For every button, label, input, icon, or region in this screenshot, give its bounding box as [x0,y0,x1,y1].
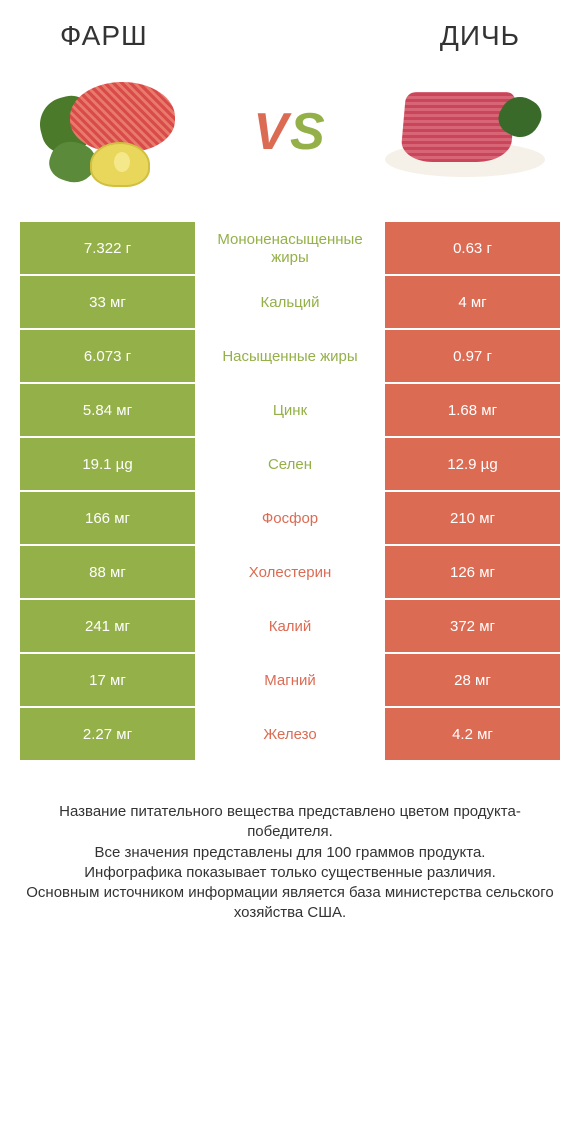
footer-line: Все значения представлены для 100 граммо… [25,843,555,863]
right-value-cell: 372 мг [385,600,560,654]
right-value-cell: 4.2 мг [385,708,560,762]
right-value-cell: 210 мг [385,492,560,546]
right-value-cell: 0.63 г [385,222,560,276]
table-row: 7.322 гМононенасыщенные жиры0.63 г [20,222,560,276]
nutrient-label-cell: Фосфор [195,492,385,546]
left-value-cell: 6.073 г [20,330,195,384]
table-row: 17 мгМагний28 мг [20,654,560,708]
nutrient-label-cell: Железо [195,708,385,762]
nutrient-label-cell: Мононенасыщенные жиры [195,222,385,276]
right-value-cell: 1.68 мг [385,384,560,438]
nutrient-label-cell: Калий [195,600,385,654]
table-row: 33 мгКальций4 мг [20,276,560,330]
left-product-image [30,72,200,192]
footer-notes: Название питательного вещества представл… [0,762,580,924]
nutrient-label-cell: Селен [195,438,385,492]
nutrient-label-cell: Холестерин [195,546,385,600]
table-row: 19.1 µgСелен12.9 µg [20,438,560,492]
left-value-cell: 17 мг [20,654,195,708]
table-row: 5.84 мгЦинк1.68 мг [20,384,560,438]
table-row: 2.27 мгЖелезо4.2 мг [20,708,560,762]
right-product-image [380,72,550,192]
nutrient-label-cell: Насыщенные жиры [195,330,385,384]
footer-line: Основным источником информации является … [25,883,555,924]
left-value-cell: 7.322 г [20,222,195,276]
vs-label: VS [253,102,326,162]
vs-s: S [290,103,327,161]
comparison-table: 7.322 гМононенасыщенные жиры0.63 г33 мгК… [20,222,560,762]
vs-v: V [253,103,290,161]
left-value-cell: 166 мг [20,492,195,546]
table-row: 241 мгКалий372 мг [20,600,560,654]
nutrient-label-cell: Кальций [195,276,385,330]
left-value-cell: 241 мг [20,600,195,654]
table-row: 88 мгХолестерин126 мг [20,546,560,600]
table-row: 166 мгФосфор210 мг [20,492,560,546]
left-value-cell: 19.1 µg [20,438,195,492]
right-value-cell: 126 мг [385,546,560,600]
right-value-cell: 28 мг [385,654,560,708]
right-product-title: ДИЧЬ [440,20,520,52]
left-product-title: ФАРШ [60,20,148,52]
right-value-cell: 0.97 г [385,330,560,384]
left-value-cell: 5.84 мг [20,384,195,438]
left-value-cell: 33 мг [20,276,195,330]
header: ФАРШ ДИЧЬ [0,0,580,62]
nutrient-label-cell: Цинк [195,384,385,438]
right-value-cell: 12.9 µg [385,438,560,492]
nutrient-label-cell: Магний [195,654,385,708]
right-value-cell: 4 мг [385,276,560,330]
footer-line: Название питательного вещества представл… [25,802,555,843]
left-value-cell: 2.27 мг [20,708,195,762]
footer-line: Инфографика показывает только существенн… [25,863,555,883]
table-row: 6.073 гНасыщенные жиры0.97 г [20,330,560,384]
left-value-cell: 88 мг [20,546,195,600]
vs-row: VS [0,62,580,222]
